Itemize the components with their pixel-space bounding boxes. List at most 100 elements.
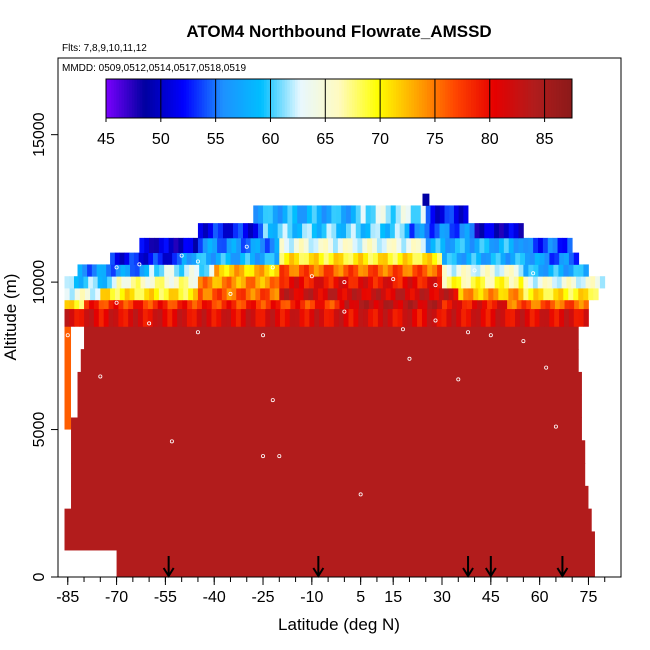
colorbar-segment: [333, 79, 337, 118]
field-cell: [336, 205, 342, 224]
colorbar-segment: [331, 79, 335, 118]
field-cell: [348, 308, 354, 327]
field-cell: [269, 237, 275, 254]
y-axis-label: Altitude (m): [1, 274, 20, 361]
field-cell: [230, 252, 236, 265]
field-cell: [439, 223, 445, 239]
field-cell: [350, 223, 357, 239]
field-cell: [392, 276, 399, 289]
flights-label: Flts: 7,8,9,10,11,12: [62, 43, 147, 54]
field-cell: [348, 252, 354, 265]
field-cell: [88, 299, 95, 310]
field-cell: [483, 288, 489, 301]
field-cell: [494, 237, 500, 254]
field-cell: [251, 299, 257, 310]
field-cell: [482, 299, 488, 310]
field-cell: [347, 237, 353, 254]
colorbar-tick-label: 85: [536, 131, 554, 148]
field-cell: [377, 276, 384, 289]
field-cell: [355, 205, 362, 224]
field-cell: [211, 308, 217, 327]
colorbar-segment: [359, 79, 363, 118]
field-cell: [430, 205, 436, 224]
colorbar-segment: [406, 79, 410, 118]
field-cell: [363, 252, 369, 265]
field-cell: [202, 237, 208, 254]
field-cell: [250, 237, 256, 254]
colorbar-segment: [165, 79, 169, 118]
field-cell: [356, 288, 362, 301]
field-cell: [464, 223, 470, 239]
sample-marker: [521, 339, 526, 344]
field-cell: [394, 223, 401, 239]
colorbar-segment: [483, 79, 488, 118]
field-cell: [108, 299, 114, 310]
field-cell: [332, 237, 339, 254]
field-cell: [294, 252, 300, 265]
field-cell: [513, 237, 519, 254]
field-cell: [548, 288, 554, 301]
field-cell: [133, 252, 140, 265]
field-cell: [357, 237, 363, 254]
field-cell: [502, 299, 508, 310]
flight-arrow: [312, 556, 325, 578]
sample-marker: [195, 259, 200, 264]
field-cell: [287, 223, 293, 239]
field-cell: [299, 264, 305, 277]
field-cell: [442, 252, 448, 265]
field-cell: [267, 223, 274, 239]
field-cell: [217, 276, 223, 289]
field-cell: [361, 288, 367, 301]
colorbar-segment: [491, 79, 495, 118]
field-cell: [279, 308, 286, 327]
field-cell: [446, 308, 452, 327]
field-cell: [520, 252, 526, 265]
field-cell: [226, 299, 232, 310]
colorbar-segment: [276, 79, 280, 118]
field-cell: [253, 223, 259, 239]
field-cell: [420, 205, 427, 224]
colorbar-segment: [248, 79, 252, 118]
field-cell: [523, 237, 529, 254]
field-cell: [365, 223, 371, 239]
field-cell: [435, 237, 441, 254]
field-cell: [432, 252, 438, 265]
field-cell: [69, 299, 75, 310]
field-cell: [480, 264, 486, 277]
field-cell: [299, 252, 305, 265]
field-cell: [108, 308, 114, 327]
sample-marker: [261, 454, 266, 459]
colorbar-segment: [458, 79, 462, 118]
field-band: [84, 326, 579, 350]
field-cell: [553, 264, 559, 277]
field-cell: [578, 264, 584, 277]
field-cell: [510, 308, 516, 327]
x-tick-label: 30: [433, 589, 451, 606]
field-cell: [552, 237, 558, 254]
field-cell: [435, 205, 441, 224]
colorbar-segment: [473, 79, 477, 118]
field-cell: [298, 288, 304, 301]
field-cell: [427, 252, 433, 265]
field-cell: [475, 308, 482, 327]
field-cell: [288, 288, 295, 301]
field-cell: [239, 264, 245, 277]
field-cell: [249, 264, 255, 277]
field-cell: [392, 252, 399, 265]
field-cell: [400, 205, 407, 224]
field-cell: [158, 237, 165, 254]
field-cell: [114, 288, 121, 301]
field-cell: [406, 237, 412, 254]
field-cell: [264, 264, 270, 277]
field-cell: [503, 223, 510, 239]
field-cell: [437, 252, 443, 265]
colorbar-segment: [421, 79, 425, 118]
field-cell: [135, 276, 141, 289]
field-cell: [178, 276, 184, 289]
field-cell: [230, 308, 237, 327]
colorbar-segment: [129, 79, 133, 118]
field-band: [71, 485, 589, 510]
field-cell: [234, 264, 240, 277]
field-cell: [197, 299, 203, 310]
field-cell: [201, 252, 207, 265]
